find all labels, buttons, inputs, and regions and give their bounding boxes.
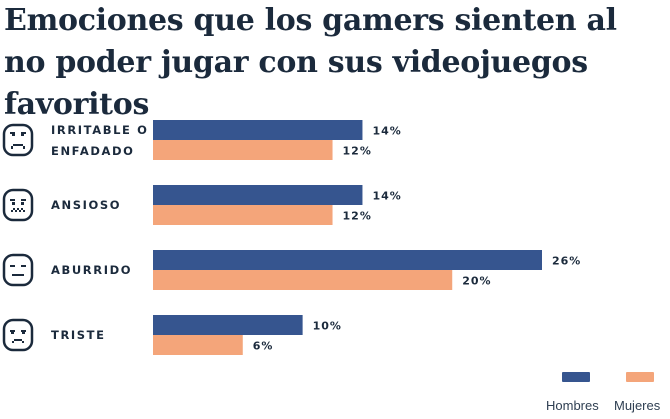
value-label: 10%: [313, 320, 342, 333]
legend-swatch-hombres: [562, 372, 590, 382]
legend-label-mujeres: Mujeres: [614, 398, 661, 413]
angry-face-icon: [2, 123, 34, 157]
category-label: ANSIOSO: [51, 198, 121, 212]
value-label: 12%: [343, 145, 372, 158]
value-label: 6%: [253, 340, 274, 353]
category-label: TRISTE: [51, 328, 106, 342]
value-label: 20%: [462, 275, 491, 288]
category-label: IRRITABLE O: [51, 123, 148, 137]
value-label: 14%: [372, 125, 401, 138]
bar-mujeres: [153, 335, 243, 355]
bar-hombres: [153, 250, 542, 270]
bar-mujeres: [153, 140, 333, 160]
legend-item-mujeres: Mujeres: [610, 372, 670, 416]
value-label: 14%: [372, 190, 401, 203]
bar-hombres: [153, 315, 303, 335]
legend-swatch-mujeres: [626, 372, 654, 382]
legend-item-hombres: Hombres: [540, 372, 610, 416]
value-label: 26%: [552, 255, 581, 268]
chart-title: Emociones que los gamers sienten al no p…: [4, 3, 617, 122]
legend: Hombres Mujeres: [540, 372, 670, 416]
category-label: ENFADADO: [51, 144, 135, 158]
value-label: 12%: [343, 210, 372, 223]
bar-hombres: [153, 185, 363, 205]
bar-mujeres: [153, 205, 333, 225]
bar-mujeres: [153, 270, 453, 290]
bar-hombres: [153, 120, 363, 140]
anxious-face-icon: [2, 188, 34, 222]
sad-face-icon: [2, 318, 34, 352]
bored-face-icon: [2, 253, 34, 287]
legend-label-hombres: Hombres: [546, 398, 599, 413]
category-label: ABURRIDO: [51, 263, 132, 277]
